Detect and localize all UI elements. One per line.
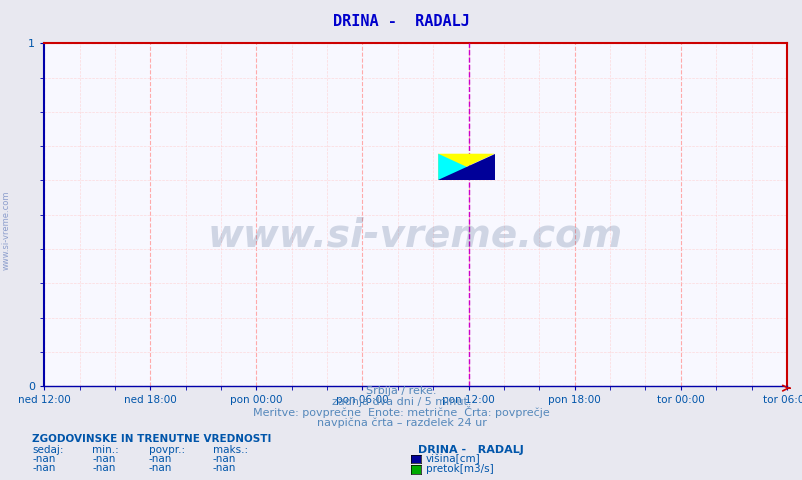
Polygon shape xyxy=(438,154,494,180)
Text: navpična črta – razdelek 24 ur: navpična črta – razdelek 24 ur xyxy=(316,418,486,428)
Text: ZGODOVINSKE IN TRENUTNE VREDNOSTI: ZGODOVINSKE IN TRENUTNE VREDNOSTI xyxy=(32,434,271,444)
Text: višina[cm]: višina[cm] xyxy=(425,454,480,464)
Text: -nan: -nan xyxy=(32,454,55,464)
Text: maks.:: maks.: xyxy=(213,445,248,455)
Text: DRINA -   RADALJ: DRINA - RADALJ xyxy=(417,445,523,455)
Text: -nan: -nan xyxy=(148,463,172,473)
Text: zadnja dva dni / 5 minut.: zadnja dva dni / 5 minut. xyxy=(331,397,471,407)
Text: www.si-vreme.com: www.si-vreme.com xyxy=(208,216,622,254)
Text: Srbija / reke.: Srbija / reke. xyxy=(366,386,436,396)
Text: min.:: min.: xyxy=(92,445,119,455)
Text: DRINA -  RADALJ: DRINA - RADALJ xyxy=(333,14,469,29)
Text: -nan: -nan xyxy=(92,454,115,464)
Text: sedaj:: sedaj: xyxy=(32,445,63,455)
Polygon shape xyxy=(438,154,494,180)
Text: Meritve: povprečne  Enote: metrične  Črta: povprečje: Meritve: povprečne Enote: metrične Črta:… xyxy=(253,406,549,418)
Text: povpr.:: povpr.: xyxy=(148,445,184,455)
Text: -nan: -nan xyxy=(32,463,55,473)
Text: -nan: -nan xyxy=(213,463,236,473)
Text: -nan: -nan xyxy=(148,454,172,464)
Polygon shape xyxy=(438,154,494,180)
Text: www.si-vreme.com: www.si-vreme.com xyxy=(2,191,11,270)
Text: -nan: -nan xyxy=(213,454,236,464)
Text: pretok[m3/s]: pretok[m3/s] xyxy=(425,465,492,474)
Text: -nan: -nan xyxy=(92,463,115,473)
